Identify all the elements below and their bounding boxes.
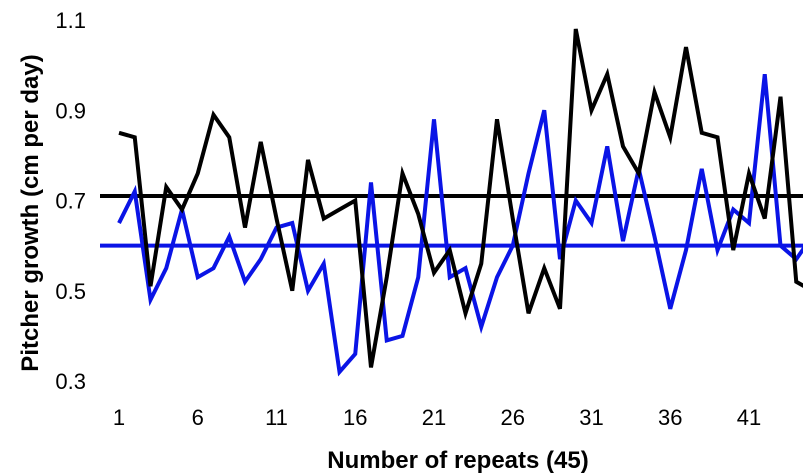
y-tick-label: 0.7 (55, 189, 86, 214)
x-tick-label: 6 (192, 405, 204, 430)
x-tick-label: 36 (658, 405, 682, 430)
y-tick-label: 1.1 (55, 8, 86, 33)
y-tick-label: 0.5 (55, 279, 86, 304)
x-tick-label: 31 (579, 405, 603, 430)
x-tick-label: 11 (265, 405, 288, 430)
y-axis-title: Pitcher growth (cm per day) (17, 54, 44, 371)
y-tick-label: 0.9 (55, 98, 86, 123)
plot-area (100, 28, 803, 377)
x-tick-label: 26 (501, 405, 525, 430)
y-axis-tick-labels: 0.3 0.5 0.7 0.9 1.1 (55, 8, 86, 394)
x-tick-label: 41 (737, 405, 761, 430)
x-tick-label: 16 (343, 405, 367, 430)
y-tick-label: 0.3 (55, 369, 86, 394)
x-axis-tick-labels: 1 6 11 16 21 26 31 36 41 (113, 405, 761, 430)
series-2-line (118, 28, 803, 368)
x-tick-label: 1 (113, 405, 125, 430)
x-tick-label: 21 (422, 405, 446, 430)
series-1-line (117, 73, 803, 377)
x-axis-title: Number of repeats (45) (327, 447, 588, 473)
